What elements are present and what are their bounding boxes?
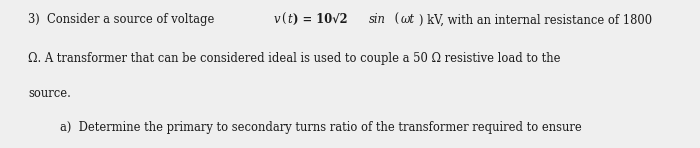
Text: 3)  Consider a source of voltage: 3) Consider a source of voltage xyxy=(28,13,218,26)
Text: sin: sin xyxy=(369,13,386,26)
Text: ) = 10√2: ) = 10√2 xyxy=(293,13,352,26)
Text: Ω. A transformer that can be considered ideal is used to couple a 50 Ω resistive: Ω. A transformer that can be considered … xyxy=(28,52,561,65)
Text: ) kV, with an internal resistance of 1800: ) kV, with an internal resistance of 180… xyxy=(419,13,652,26)
Text: source.: source. xyxy=(28,87,71,100)
Text: t: t xyxy=(288,13,292,26)
Text: v: v xyxy=(273,13,280,26)
Text: ωt: ωt xyxy=(401,13,415,26)
Text: (: ( xyxy=(391,13,399,26)
Text: a)  Determine the primary to secondary turns ratio of the transformer required t: a) Determine the primary to secondary tu… xyxy=(60,121,581,134)
Text: (: ( xyxy=(281,13,286,26)
